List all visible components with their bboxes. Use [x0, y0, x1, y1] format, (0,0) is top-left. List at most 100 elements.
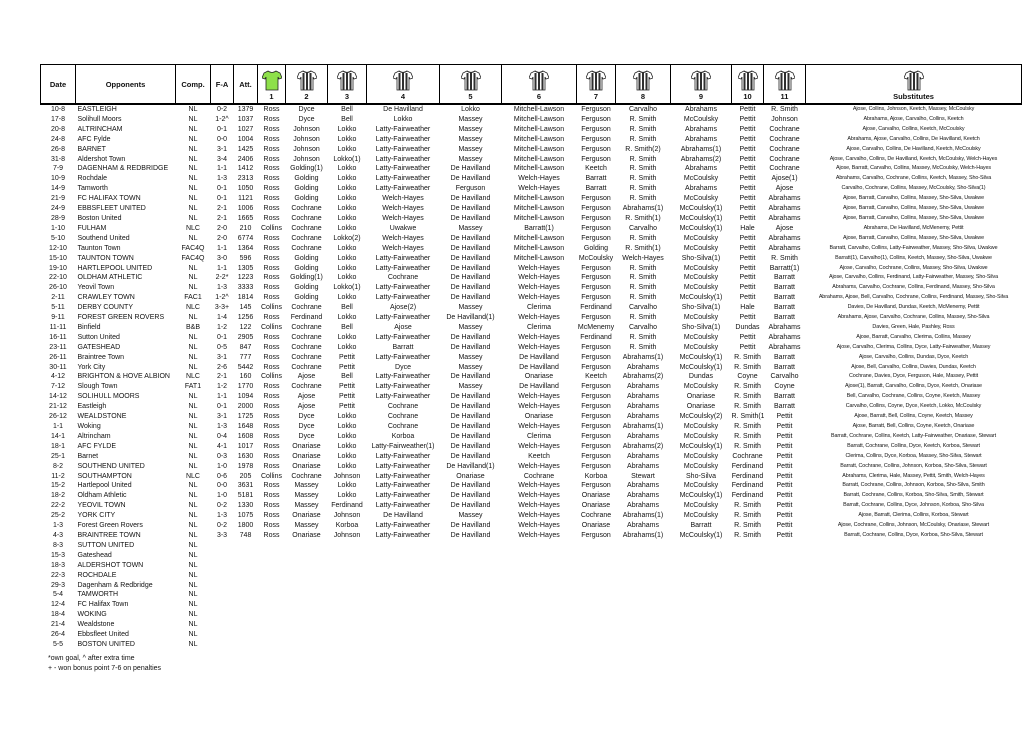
player-5-cell: De Havilland	[450, 195, 491, 203]
opponent-cell: SOUTHEND UNITED	[77, 462, 145, 470]
opponent-cell: Hartlepool United	[77, 482, 132, 490]
substitutes-cell: Ajose, Barratt, Bell, Collins, Coyne, Ke…	[854, 413, 973, 420]
player-2-cell: Golding(1)	[290, 274, 323, 282]
header-position-8: 8	[615, 64, 671, 105]
player-4-cell: Cochrane	[387, 413, 419, 421]
score-cell: 4-1	[216, 442, 228, 450]
player-11-cell: Cochrane	[769, 155, 800, 163]
player-5-cell: De Havilland	[450, 403, 491, 411]
competition-cell: NL	[188, 195, 198, 203]
player-10-cell: Pettit	[739, 106, 756, 113]
player-2-cell: Onariase	[292, 531, 321, 539]
date-cell: 15-10	[49, 254, 67, 262]
date-cell: 14-12	[49, 393, 67, 401]
player-10-cell: Pettit	[739, 294, 756, 302]
score-cell: 1-2^	[215, 294, 229, 302]
player-2-cell	[286, 590, 328, 600]
player-11-cell: Cochrane	[769, 125, 800, 133]
player-9-cell: McCoulsky(1)	[679, 205, 723, 213]
date-cell: 25-2	[50, 512, 65, 520]
player-5-cell: De Havilland	[450, 284, 491, 292]
score-cell: 3-3	[216, 531, 228, 539]
player-9-cell: McCoulsky	[683, 343, 719, 351]
substitutes-cell	[806, 600, 1022, 610]
player-2-cell: Cochrane	[291, 224, 322, 232]
player-5-cell: De Havilland	[450, 423, 491, 430]
date-cell: 20-8	[50, 125, 65, 133]
date-cell: 1-10	[50, 224, 65, 232]
substitutes-cell: Abrahams, Clerima, Hale, Massey, Pettit,…	[842, 472, 985, 479]
player-2-cell: Ferdinand	[290, 314, 323, 322]
player-8-cell: R. Smith	[629, 175, 657, 183]
player-3-cell: Lokko(1)	[333, 155, 361, 163]
fixture-row: 31-8 Aldershot Town NL 3-4 2406 Ross Johnson Lo…	[41, 155, 1022, 165]
attendance-cell: 1037	[237, 115, 254, 123]
opponent-cell: CRAWLEY TOWN	[77, 294, 135, 302]
player-9-cell: McCoulsky(1)	[679, 294, 723, 302]
competition-cell: NL	[188, 333, 198, 341]
player-9-cell: Sho-Silva(1)	[681, 304, 721, 312]
player-3-cell	[328, 600, 367, 610]
date-cell: 23-11	[49, 343, 67, 351]
fixture-row: 1-1 Woking NL 1-3 1648 Ross Dyce Lokko Cochrane D…	[41, 422, 1022, 432]
score-cell: 0-0	[216, 482, 228, 490]
striped-shirt-icon	[336, 70, 358, 91]
score-cell	[211, 571, 234, 581]
score-cell: 0-5	[216, 343, 228, 351]
opponent-cell: Ebbsfleet United	[77, 631, 129, 639]
opponent-cell: TAUNTON TOWN	[77, 254, 134, 262]
player-3-cell: Lokko	[337, 492, 357, 500]
player-5-cell: De Havilland	[450, 254, 491, 262]
substitutes-cell: Cochrane, Davies, Dyce, Ferguson, Hale, …	[848, 373, 979, 380]
attendance-cell	[234, 581, 258, 591]
player-2-cell	[286, 581, 328, 591]
score-cell: 2-1	[216, 373, 228, 381]
player-6-cell	[502, 640, 577, 650]
player-6-cell: Mitchell-Lawson	[513, 234, 565, 242]
position-number: 8	[640, 92, 646, 101]
player-3-cell: Lokko	[337, 264, 357, 272]
competition-cell: NL	[188, 423, 198, 430]
player-10-cell	[732, 551, 764, 561]
player-11-cell: Abrahams	[768, 333, 801, 341]
player-4-cell: Welch-Hayes	[382, 195, 424, 203]
competition-cell: NL	[188, 502, 198, 510]
player-8-cell: R. Smith	[629, 195, 657, 203]
player-2-cell: Massey	[294, 502, 319, 510]
player-6-cell: De Havilland	[519, 383, 559, 391]
player-8-cell: R. Smith	[629, 135, 657, 143]
player-2-cell: Massey	[294, 482, 319, 490]
player-2-cell: Johnson	[293, 135, 320, 143]
attendance-cell	[234, 590, 258, 600]
date-cell: 24-8	[50, 135, 65, 143]
opponent-cell: SUTTON UNITED	[77, 541, 135, 549]
player-7-cell: Golding	[583, 244, 609, 252]
opponent-cell: FC Halifax Town	[77, 601, 129, 609]
player-7-cell: Ferguson	[581, 343, 611, 351]
player-7-cell: Ferguson	[581, 442, 611, 450]
substitutes-cell: Abrahams, Ajose, Bell, Carvalho, Cochran…	[818, 294, 1009, 301]
player-7-cell	[577, 590, 616, 600]
date-cell: 28-9	[50, 214, 65, 222]
substitutes-cell: Abrahams, Ajose, Carvalho, Cochrane, Col…	[837, 314, 990, 321]
striped-shirt-icon	[528, 70, 550, 91]
player-3-cell: Lokko	[337, 462, 357, 470]
player-6-cell	[502, 620, 577, 630]
player-4-cell	[367, 620, 440, 630]
player-9-cell	[671, 571, 732, 581]
opponent-cell: Gateshead	[77, 551, 112, 559]
player-1-cell: Ross	[263, 413, 280, 421]
player-6-cell: Welch-Hayes	[518, 393, 560, 401]
player-11-cell: Barratt	[773, 353, 795, 361]
goalkeeper-shirt-icon	[260, 70, 283, 91]
player-8-cell: R. Smith	[629, 343, 657, 351]
player-1-cell: Ross	[263, 254, 280, 262]
player-6-cell: Mitchell-Lawson	[513, 145, 565, 153]
player-7-cell	[577, 630, 616, 640]
player-10-cell	[732, 620, 764, 630]
fixture-row: 10-9 Rochdale NL 1-3 2313 Ross Golding Lokko Lat…	[41, 174, 1022, 184]
player-11-cell: Abrahams	[768, 195, 801, 203]
player-4-cell: Ajose	[394, 323, 412, 331]
footnotes: *own goal, ^ after extra time + - won bo…	[48, 654, 161, 674]
player-4-cell: De Havilland	[383, 512, 423, 520]
